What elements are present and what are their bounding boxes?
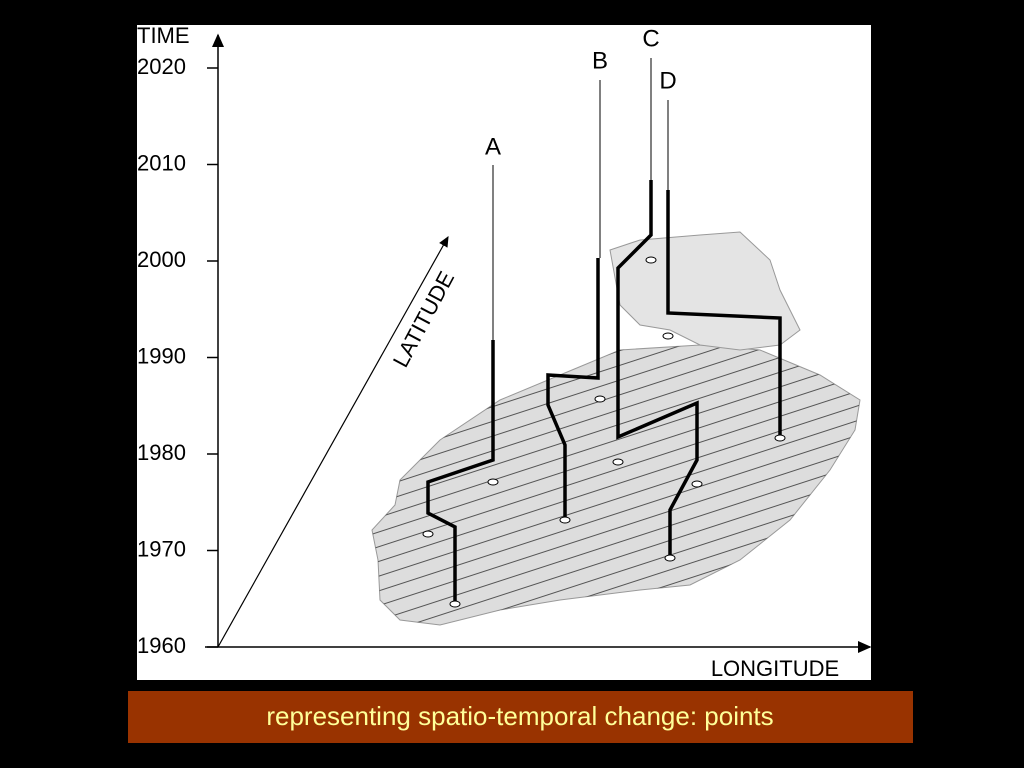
caption: representing spatio-temporal change: poi… <box>266 701 773 731</box>
tick-label: 1960 <box>137 633 186 658</box>
trajectory-d <box>666 190 782 438</box>
caption-box <box>128 691 913 743</box>
trajectory-b <box>546 258 600 520</box>
tick-label: 1980 <box>137 440 186 465</box>
tick-label: 2010 <box>137 150 186 175</box>
tick-label: 1990 <box>137 343 186 368</box>
trajectory-c <box>616 180 699 555</box>
path-label: C <box>642 25 659 52</box>
tick-label: 2020 <box>137 54 186 79</box>
trajectory-a <box>426 340 495 604</box>
tick-label: 1970 <box>137 536 186 561</box>
path-label: D <box>659 67 676 94</box>
tick-label: 2000 <box>137 247 186 272</box>
path-label: A <box>485 133 501 160</box>
path-label: B <box>592 47 608 74</box>
time-label: TIME <box>137 23 190 48</box>
time-ticks: 2020 2010 2000 1990 1980 1970 1960 <box>137 54 218 658</box>
latitude-axis <box>217 235 449 648</box>
trajectories <box>422 58 786 608</box>
longitude-label: LONGITUDE <box>711 656 839 681</box>
